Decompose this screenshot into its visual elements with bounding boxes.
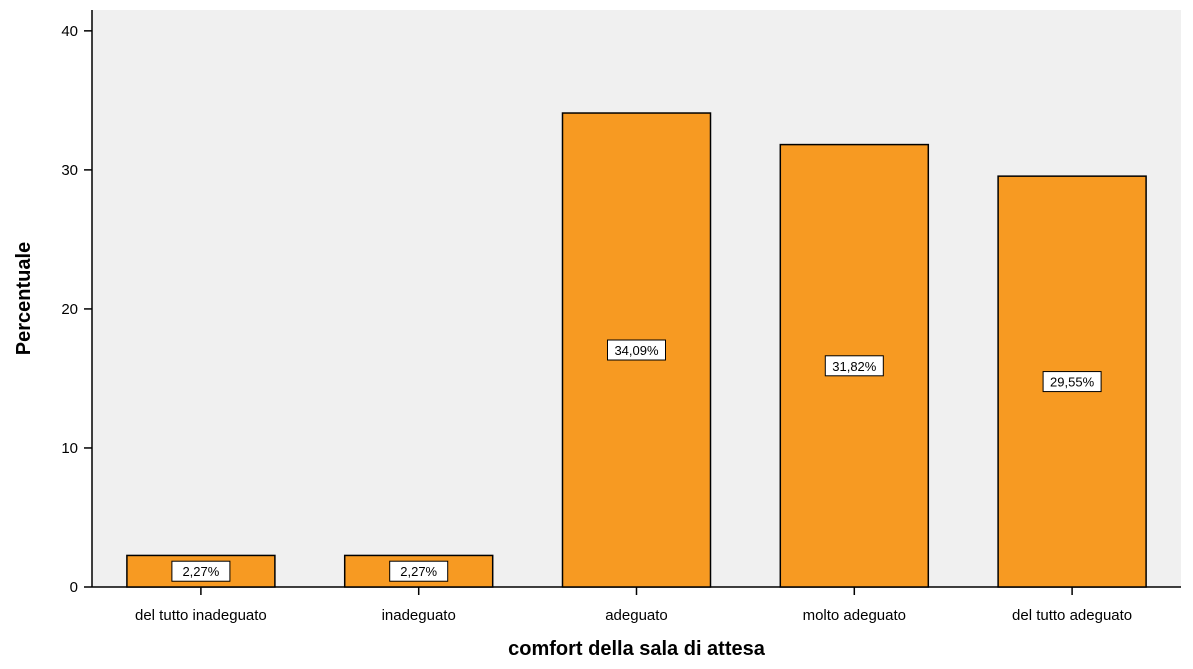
x-axis: del tutto inadeguato inadeguato adeguato mo… bbox=[92, 586, 1181, 624]
data-label: 2,27% bbox=[400, 564, 437, 579]
x-axis-title: comfort della sala di attesa bbox=[508, 638, 766, 660]
data-label-box bbox=[171, 560, 231, 582]
x-tick-label: inadeguato bbox=[382, 607, 456, 624]
x-tick-label: del tutto inadeguato bbox=[135, 607, 267, 624]
y-axis-title: Percentuale bbox=[13, 242, 35, 355]
y-tick-label: 10 bbox=[61, 440, 78, 457]
x-tick-label: molto adeguato bbox=[803, 607, 906, 624]
data-label-box bbox=[824, 355, 884, 377]
y-tick-label: 30 bbox=[61, 162, 78, 179]
y-tick-label: 0 bbox=[70, 579, 78, 596]
data-labels: 2,27% 2,27% 34,09% 31,82% 29,55% bbox=[171, 339, 1102, 582]
data-label-box bbox=[1042, 371, 1102, 393]
data-label-box bbox=[607, 339, 666, 361]
data-label: 29,55% bbox=[1050, 375, 1095, 390]
x-tick-label: adeguato bbox=[605, 607, 668, 624]
y-axis: 0 10 20 30 40 bbox=[61, 10, 93, 596]
y-tick-label: 20 bbox=[61, 301, 78, 318]
data-label-box bbox=[389, 560, 449, 582]
x-tick-label: del tutto adeguato bbox=[1012, 607, 1132, 624]
y-tick-label: 40 bbox=[61, 23, 78, 40]
data-label: 34,09% bbox=[614, 343, 659, 358]
data-label: 31,82% bbox=[832, 359, 877, 374]
data-label: 2,27% bbox=[182, 564, 219, 579]
